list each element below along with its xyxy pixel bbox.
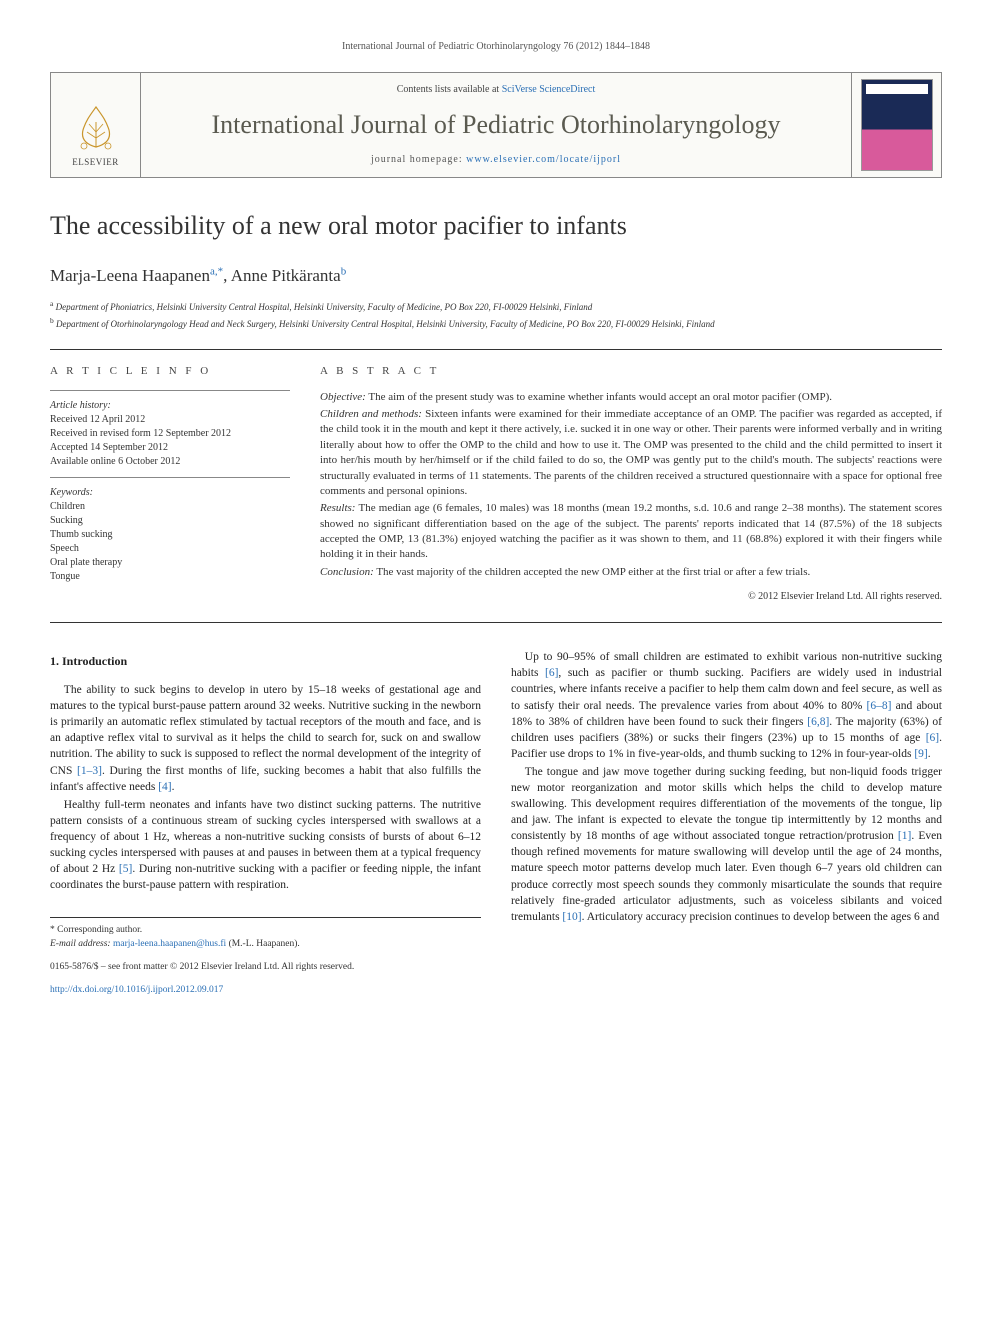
- cover-thumbnail-block: [851, 73, 941, 177]
- ref-6-8b[interactable]: [6,8]: [807, 716, 829, 728]
- contents-prefix: Contents lists available at: [397, 84, 502, 95]
- homepage-prefix: journal homepage:: [371, 154, 466, 165]
- keyword: Thumb sucking: [50, 528, 290, 542]
- intro-p1: The ability to suck begins to develop in…: [50, 682, 481, 795]
- info-abstract-row: A R T I C L E I N F O Article history: R…: [50, 349, 942, 623]
- author-2-affil: b: [341, 266, 347, 278]
- keyword: Tongue: [50, 570, 290, 584]
- corresponding-author-note: * Corresponding author.: [50, 924, 481, 937]
- article-info-head: A R T I C L E I N F O: [50, 364, 290, 379]
- body-text: 1. Introduction The ability to suck begi…: [50, 649, 942, 997]
- elsevier-logo-block: ELSEVIER: [51, 73, 141, 177]
- ref-1[interactable]: [1]: [898, 830, 911, 842]
- intro-p2: Healthy full-term neonates and infants h…: [50, 797, 481, 894]
- authors-line: Marja-Leena Haapanena,*, Anne Pitkäranta…: [50, 264, 942, 288]
- received-date: Received 12 April 2012: [50, 413, 290, 427]
- article-title: The accessibility of a new oral motor pa…: [50, 208, 942, 244]
- homepage-line: journal homepage: www.elsevier.com/locat…: [161, 153, 831, 167]
- history-head: Article history:: [50, 400, 111, 411]
- abs-conclusion: Conclusion: The vast majority of the chi…: [320, 565, 942, 580]
- abstract-column: A B S T R A C T Objective: The aim of th…: [320, 364, 942, 604]
- ref-6b[interactable]: [6]: [926, 732, 939, 744]
- introduction-head: 1. Introduction: [50, 653, 481, 670]
- journal-header: ELSEVIER Contents lists available at Sci…: [50, 72, 942, 178]
- ref-4[interactable]: [4]: [158, 781, 171, 793]
- abstract-head: A B S T R A C T: [320, 364, 942, 379]
- keyword: Oral plate therapy: [50, 556, 290, 570]
- article-info-column: A R T I C L E I N F O Article history: R…: [50, 364, 290, 604]
- abs-methods: Children and methods: Sixteen infants we…: [320, 407, 942, 499]
- email-line: E-mail address: marja-leena.haapanen@hus…: [50, 938, 481, 951]
- journal-name: International Journal of Pediatric Otorh…: [161, 107, 831, 143]
- cover-thumbnail: [861, 79, 933, 171]
- accepted-date: Accepted 14 September 2012: [50, 441, 290, 455]
- homepage-link[interactable]: www.elsevier.com/locate/ijporl: [466, 154, 621, 165]
- doi-link[interactable]: http://dx.doi.org/10.1016/j.ijporl.2012.…: [50, 985, 223, 995]
- issn-copyright-line: 0165-5876/$ – see front matter © 2012 El…: [50, 961, 481, 974]
- elsevier-label: ELSEVIER: [72, 156, 119, 169]
- abs-objective: Objective: The aim of the present study …: [320, 390, 942, 405]
- author-sep: ,: [223, 266, 231, 285]
- ref-6[interactable]: [6]: [545, 667, 558, 679]
- abstract-copyright: © 2012 Elsevier Ireland Ltd. All rights …: [320, 590, 942, 604]
- keyword: Children: [50, 500, 290, 514]
- elsevier-tree-icon: [71, 102, 121, 152]
- keywords-head: Keywords:: [50, 486, 290, 500]
- ref-9[interactable]: [9]: [914, 748, 927, 760]
- ref-10[interactable]: [10]: [562, 911, 581, 923]
- affil-a: a Department of Phoniatrics, Helsinki Un…: [50, 298, 942, 315]
- sciencedirect-link[interactable]: SciVerse ScienceDirect: [502, 84, 596, 95]
- affiliations: a Department of Phoniatrics, Helsinki Un…: [50, 298, 942, 331]
- revised-date: Received in revised form 12 September 20…: [50, 427, 290, 441]
- ref-6-8[interactable]: [6–8]: [867, 700, 892, 712]
- affil-b: b Department of Otorhinolaryngology Head…: [50, 315, 942, 332]
- header-middle: Contents lists available at SciVerse Sci…: [141, 73, 851, 177]
- citation-line: International Journal of Pediatric Otorh…: [50, 40, 942, 54]
- ref-5[interactable]: [5]: [119, 863, 132, 875]
- online-date: Available online 6 October 2012: [50, 455, 290, 469]
- email-link[interactable]: marja-leena.haapanen@hus.fi: [113, 939, 226, 949]
- keyword: Speech: [50, 542, 290, 556]
- author-1-affil: a,: [210, 266, 218, 278]
- intro-p3: Up to 90–95% of small children are estim…: [511, 649, 942, 762]
- abs-results: Results: The median age (6 females, 10 m…: [320, 501, 942, 563]
- author-1: Marja-Leena Haapanen: [50, 266, 210, 285]
- ref-1-3[interactable]: [1–3]: [77, 765, 102, 777]
- intro-p4: The tongue and jaw move together during …: [511, 764, 942, 925]
- contents-available-line: Contents lists available at SciVerse Sci…: [161, 83, 831, 97]
- footnote-block: * Corresponding author. E-mail address: …: [50, 917, 481, 997]
- keyword: Sucking: [50, 514, 290, 528]
- author-2: Anne Pitkäranta: [231, 266, 341, 285]
